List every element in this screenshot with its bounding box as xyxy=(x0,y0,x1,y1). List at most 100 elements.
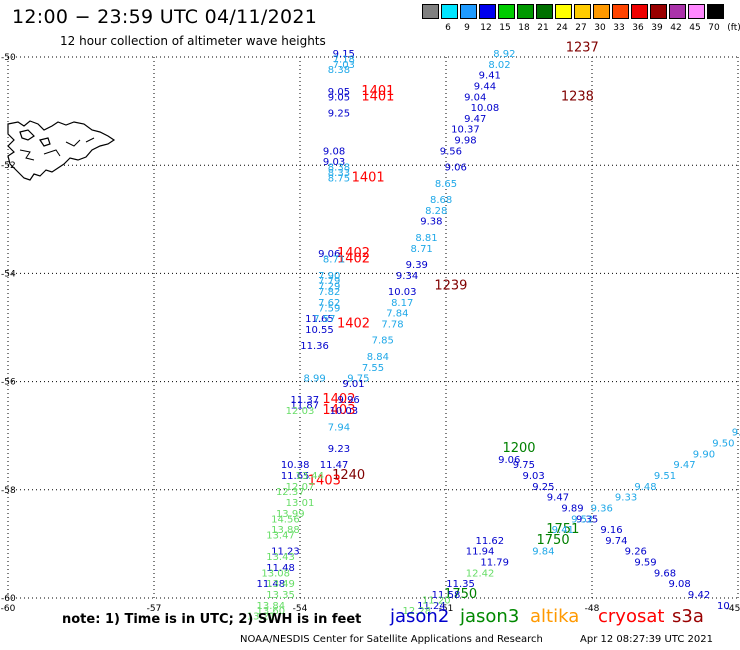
wave-height-reading: 9.56 xyxy=(440,146,462,157)
wave-height-reading: 9.25 xyxy=(532,482,554,493)
wave-height-reading: 8.38 xyxy=(328,163,350,174)
wave-height-reading: 13.47 xyxy=(266,530,295,541)
wave-height-reading: 9.89 xyxy=(561,503,583,514)
time-label: 1401 xyxy=(361,89,394,104)
wave-height-reading: 12.37 xyxy=(276,487,305,498)
wave-height-reading: 11.37 xyxy=(291,395,320,406)
wave-height-reading: 10.55 xyxy=(305,325,334,336)
wave-height-reading: 9.38 xyxy=(420,217,442,228)
time-label: 1238 xyxy=(561,89,594,104)
wave-height-reading: 9.34 xyxy=(396,271,418,282)
wave-height-reading: 9.68 xyxy=(654,568,676,579)
wave-height-reading: 9.75 xyxy=(513,460,535,471)
wave-height-reading: 10.38 xyxy=(281,460,310,471)
time-label: 1403 xyxy=(322,403,355,418)
wave-height-reading: 7.82 xyxy=(318,287,340,298)
wave-height-reading: 9.47 xyxy=(547,493,569,504)
lat-tick-label: -52 xyxy=(1,161,16,171)
wave-height-reading: 9.47 xyxy=(673,460,695,471)
generation-timestamp: Apr 12 08:27:39 UTC 2021 xyxy=(580,634,713,645)
color-scale-swatch xyxy=(593,4,610,19)
satellite-legend-item: jason2 xyxy=(390,606,450,627)
credit-line: NOAA/NESDIS Center for Satellite Applica… xyxy=(240,634,543,645)
wave-height-reading: 9.51 xyxy=(654,471,676,482)
time-labels: 1237123812391240140114011401140214021402… xyxy=(308,41,599,602)
color-scale-swatch xyxy=(422,4,439,19)
time-label: 1402 xyxy=(337,317,370,332)
wave-height-reading: 9.08 xyxy=(668,579,690,590)
time-label: 1751 xyxy=(546,522,579,537)
wave-height-reading: 10.03 xyxy=(388,287,417,298)
wave-height-reading: 9.73 xyxy=(732,428,740,439)
wave-height-reading: 11.65 xyxy=(305,314,334,325)
wave-height-reading: 8.92 xyxy=(493,49,515,60)
wave-height-reading: 9.08 xyxy=(323,146,345,157)
time-label: 1403 xyxy=(308,473,341,488)
wave-height-reading: 9.84 xyxy=(532,547,554,558)
wave-height-reading: 8.02 xyxy=(488,60,510,71)
wave-height-reading: 9.06 xyxy=(318,249,340,260)
lat-tick-label: -60 xyxy=(1,594,16,604)
wave-height-reading: 10.08 xyxy=(471,103,500,114)
wave-height-reading: 12.28 xyxy=(402,606,431,617)
color-scale-swatch xyxy=(688,4,705,19)
wave-height-reading: 13.60 xyxy=(256,606,285,617)
wave-height-reading: 9.44 xyxy=(474,81,496,92)
wave-height-readings: 9.419.449.0410.089.4710.379.989.569.069.… xyxy=(247,49,740,623)
wave-height-reading: 9.26 xyxy=(625,547,647,558)
color-scale-swatch xyxy=(669,4,686,19)
wave-height-reading: 10.37 xyxy=(451,125,480,136)
wave-height-reading: 9.42 xyxy=(688,590,710,601)
wave-height-reading: 13.08 xyxy=(261,568,290,579)
color-scale-swatch xyxy=(707,4,724,19)
wave-height-reading: 7.62 xyxy=(318,298,340,309)
wave-height-reading: 11.58 xyxy=(432,590,461,601)
wave-height-reading: 9.35 xyxy=(576,514,598,525)
wave-height-reading: 14.56 xyxy=(271,514,300,525)
color-scale-swatch xyxy=(498,4,515,19)
color-scale-label: 18 xyxy=(518,23,530,33)
wave-height-reading: 11.79 xyxy=(480,558,509,569)
time-label: 1200 xyxy=(502,441,535,456)
wave-height-reading: 9.75 xyxy=(347,374,369,385)
wave-height-reading: 9.47 xyxy=(464,114,486,125)
time-label: 1402 xyxy=(337,246,370,261)
satellite-legend-item: s3a xyxy=(672,606,704,627)
satellite-legend-item: cryosat xyxy=(598,606,665,627)
wave-height-reading: 7.57 xyxy=(313,314,335,325)
wave-height-reading: 9.59 xyxy=(634,558,656,569)
falkland-coast-detail xyxy=(19,137,95,161)
wave-height-reading: 8.81 xyxy=(415,233,437,244)
grid-lines xyxy=(7,56,739,599)
wave-height-reading: 11.62 xyxy=(475,536,504,547)
wave-height-reading: 11.94 xyxy=(466,547,495,558)
time-label: 1401 xyxy=(361,84,394,99)
wave-height-reading: 8.71 xyxy=(323,255,345,266)
wave-height-reading: 7.94 xyxy=(328,422,350,433)
wave-height-reading: 9.90 xyxy=(693,449,715,460)
wave-height-reading: 9.96 xyxy=(338,395,360,406)
wave-height-reading: 11.47 xyxy=(320,460,349,471)
time-label: 1401 xyxy=(352,170,385,185)
wave-height-reading: 8.38 xyxy=(328,65,350,76)
wave-height-reading: 9.52 xyxy=(571,514,593,525)
map-subtitle: 12 hour collection of altimeter wave hei… xyxy=(60,34,326,48)
color-scale-swatch xyxy=(536,4,553,19)
wave-height-reading: 7.84 xyxy=(386,309,408,320)
wave-height-reading: 7.90 xyxy=(318,271,340,282)
wave-height-reading: 9.41 xyxy=(479,71,501,82)
wave-height-reading: 9.39 xyxy=(406,260,428,271)
wave-height-reading: 9.48 xyxy=(634,482,656,493)
wave-height-reading: 8.28 xyxy=(425,206,447,217)
color-scale-label: 15 xyxy=(499,23,511,33)
color-scale-label: 12 xyxy=(480,23,492,33)
satellite-legend-item: jason3 xyxy=(460,606,520,627)
lat-tick-label: -50 xyxy=(1,53,16,63)
lat-tick-label: -56 xyxy=(1,378,16,388)
time-label: 1402 xyxy=(337,252,370,267)
wave-height-reading: 9.16 xyxy=(600,525,622,536)
lat-tick-label: -54 xyxy=(1,269,16,279)
color-scale-swatch xyxy=(460,4,477,19)
color-scale-label: 27 xyxy=(575,23,587,33)
